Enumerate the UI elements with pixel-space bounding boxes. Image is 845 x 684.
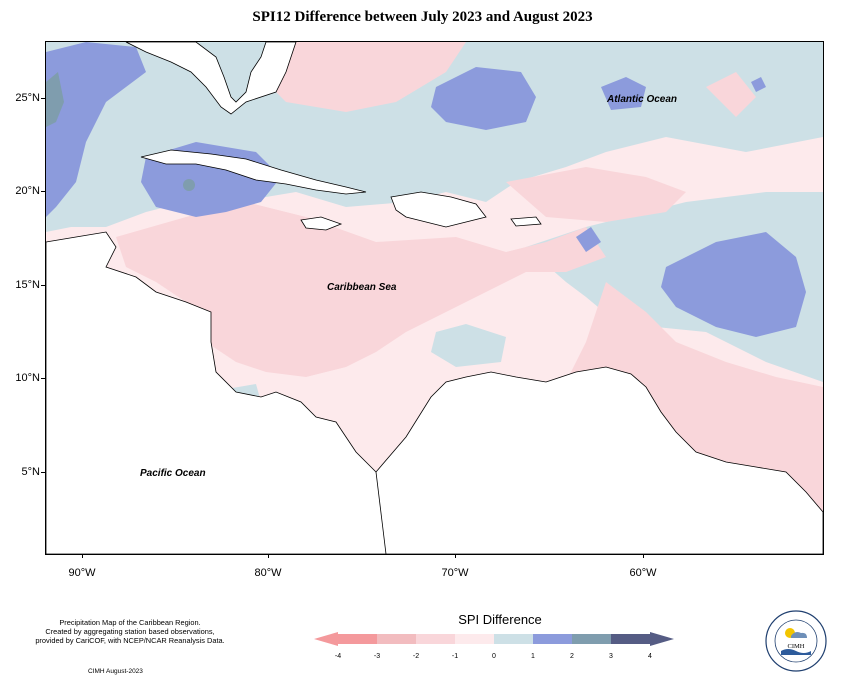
spi-class-1-2-area bbox=[431, 67, 536, 130]
legend-colorbar bbox=[314, 632, 674, 646]
legend-arrow-high bbox=[650, 632, 674, 646]
legend-swatch bbox=[416, 634, 455, 644]
lat-tick bbox=[41, 472, 45, 473]
legend-tick-label: 1 bbox=[531, 653, 535, 660]
cimh-logo: CIMH bbox=[765, 610, 827, 672]
spi-class-1-2-area bbox=[751, 77, 766, 92]
spi-class-neg2-neg1-area bbox=[256, 42, 466, 112]
land-puerto-rico bbox=[510, 216, 542, 227]
spi-class-neg2-neg1-area bbox=[706, 72, 756, 117]
ocean-label-caribbean: Caribbean Sea bbox=[327, 282, 397, 293]
legend-swatch bbox=[338, 634, 377, 644]
lat-label-25n: 25°N bbox=[15, 92, 40, 104]
note-line: Precipitation Map of the Caribbean Regio… bbox=[59, 618, 201, 627]
legend-title: SPI Difference bbox=[458, 612, 542, 627]
lat-tick bbox=[41, 378, 45, 379]
lon-tick bbox=[643, 554, 644, 558]
spi-class-1-2-area bbox=[576, 227, 601, 252]
lon-label-60w: 60°W bbox=[629, 567, 657, 579]
map-title: SPI12 Difference between July 2023 and A… bbox=[252, 9, 593, 25]
credit-text: CIMH August-2023 bbox=[88, 668, 143, 675]
lon-tick bbox=[82, 554, 83, 558]
legend-tick-label: -4 bbox=[334, 653, 342, 660]
lat-tick bbox=[41, 285, 45, 286]
land-south-america bbox=[375, 366, 823, 554]
ocean-label-atlantic: Atlantic Ocean bbox=[607, 94, 678, 105]
spi-class-1-2-area bbox=[661, 232, 806, 337]
land-north-america bbox=[125, 42, 297, 115]
lon-label-80w: 80°W bbox=[254, 567, 282, 579]
legend-tick-label: 3 bbox=[609, 653, 613, 660]
spi-difference-map bbox=[46, 42, 823, 554]
ocean-label-pacific: Pacific Ocean bbox=[140, 468, 206, 479]
note-line: provided by CariCOF, with NCEP/NCAR Rean… bbox=[35, 636, 225, 645]
legend-tick-label: -2 bbox=[412, 653, 420, 660]
land-hispaniola bbox=[390, 191, 487, 228]
legend-arrow-low bbox=[314, 632, 338, 646]
lon-label-70w: 70°W bbox=[441, 567, 469, 579]
land-jamaica bbox=[300, 216, 343, 231]
land-cuba bbox=[140, 149, 367, 195]
logo-label: CIMH bbox=[788, 643, 805, 650]
lon-tick bbox=[268, 554, 269, 558]
legend-tick-label: 2 bbox=[570, 653, 574, 660]
note-line: Created by aggregating station based obs… bbox=[45, 627, 215, 636]
lat-label-20n: 20°N bbox=[15, 185, 40, 197]
lat-label-10n: 10°N bbox=[15, 372, 40, 384]
legend-tick-label: 4 bbox=[648, 653, 652, 660]
legend-swatch bbox=[494, 634, 533, 644]
lon-tick bbox=[455, 554, 456, 558]
legend-swatch bbox=[533, 634, 572, 644]
spi-class-2-3-area bbox=[46, 72, 64, 127]
map-panel: Atlantic Ocean Caribbean Sea Pacific Oce… bbox=[45, 41, 824, 555]
spi-class-neg2-neg1-area bbox=[506, 167, 686, 222]
legend-tick-label: -1 bbox=[451, 653, 459, 660]
lon-label-90w: 90°W bbox=[68, 567, 96, 579]
legend-swatch bbox=[572, 634, 611, 644]
legend-swatch bbox=[377, 634, 416, 644]
legend-tick-label: -3 bbox=[373, 653, 381, 660]
lat-tick bbox=[41, 191, 45, 192]
spi-class-neg2-neg1-area bbox=[116, 202, 606, 377]
legend-swatch bbox=[455, 634, 494, 644]
spi-class-1-2-area bbox=[601, 77, 646, 110]
lat-label-15n: 15°N bbox=[15, 279, 40, 291]
spi-class-2-3-area bbox=[183, 179, 195, 191]
lat-label-5n: 5°N bbox=[21, 466, 40, 478]
legend-swatch bbox=[611, 634, 650, 644]
spi-class-1-2-area bbox=[46, 42, 146, 217]
map-description-note: Precipitation Map of the Caribbean Regio… bbox=[15, 618, 245, 645]
legend-tick-label: 0 bbox=[492, 653, 496, 660]
lat-tick bbox=[41, 98, 45, 99]
spi-class-0-1-area bbox=[431, 324, 506, 367]
